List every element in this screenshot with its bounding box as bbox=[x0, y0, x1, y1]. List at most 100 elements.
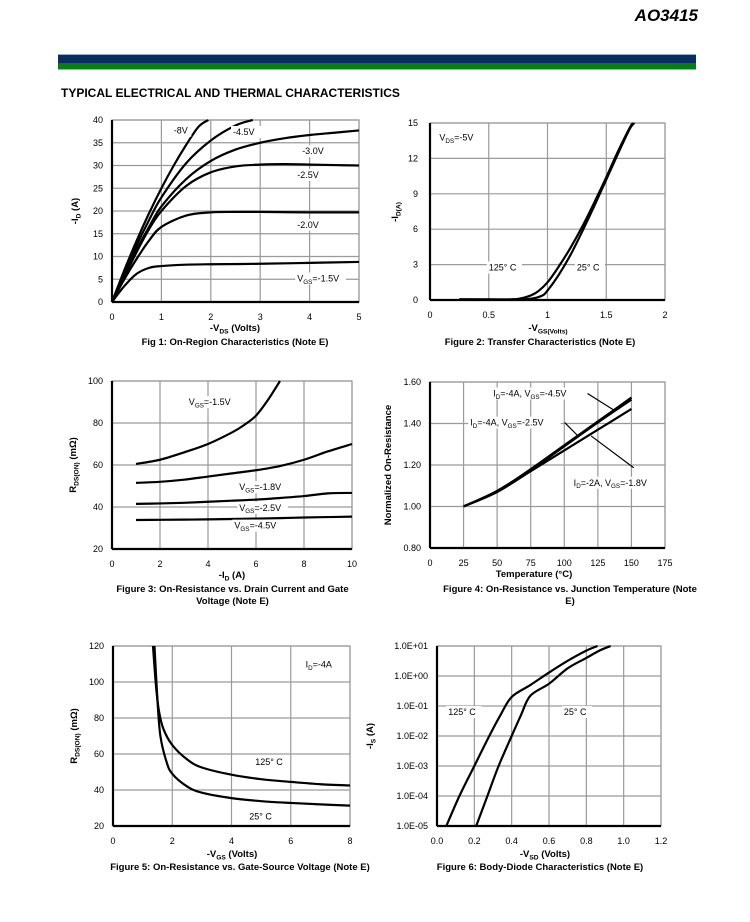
annotation-bg bbox=[295, 168, 326, 181]
x-tick-label: 175 bbox=[657, 558, 672, 568]
x-axis-label: -VSD​ (Volts) bbox=[520, 849, 570, 861]
x-axis-label: Temperature (°C) bbox=[496, 569, 572, 580]
annotation-arrow bbox=[564, 422, 580, 438]
y-tick-label: 0 bbox=[413, 295, 418, 305]
x-tick-label: 1.5 bbox=[600, 310, 613, 320]
series-line-1 bbox=[135, 442, 353, 484]
x-tick-label: 0.4 bbox=[505, 836, 518, 846]
y-tick-label: 1.00 bbox=[403, 502, 421, 512]
y-tick-label: 60 bbox=[94, 749, 104, 759]
annotation-bg bbox=[437, 131, 478, 144]
annotation-label-1: 125° C bbox=[489, 263, 517, 273]
annotation-label-3: VGS​=-4.5V bbox=[234, 521, 276, 533]
y-tick-label: 40 bbox=[93, 115, 103, 125]
y-tick-label: 12 bbox=[408, 153, 418, 163]
y-tick-label: 1.60 bbox=[403, 377, 421, 387]
x-tick-label: 100 bbox=[557, 558, 572, 568]
annotation-label-0: 125° C bbox=[448, 707, 476, 717]
annotation-label-4: -2.0V bbox=[297, 220, 319, 230]
x-tick-label: 4 bbox=[205, 559, 210, 569]
series-line-0 bbox=[112, 119, 209, 303]
annotation-bg bbox=[247, 810, 278, 823]
y-tick-label: 40 bbox=[94, 785, 104, 795]
x-tick-label: 0.0 bbox=[431, 836, 444, 846]
y-tick-label: 10 bbox=[93, 252, 103, 262]
x-tick-label: 0 bbox=[110, 836, 115, 846]
y-axis-label: -ID(A)​ bbox=[390, 202, 402, 222]
y-tick-label: 15 bbox=[93, 229, 103, 239]
x-tick-label: 150 bbox=[624, 558, 639, 568]
x-tick-label: 3 bbox=[258, 312, 263, 322]
y-tick-label: 80 bbox=[93, 418, 103, 428]
x-tick-label: 2 bbox=[662, 310, 667, 320]
x-tick-label: 8 bbox=[347, 836, 352, 846]
caption-fig2: Figure 2: Transfer Characteristics (Note… bbox=[444, 337, 636, 348]
y-tick-label: 100 bbox=[89, 677, 104, 687]
annotation-bg bbox=[186, 396, 238, 409]
series-line-3 bbox=[112, 163, 360, 303]
annotation-bg bbox=[561, 706, 592, 719]
annotation-label-2: ID​=-2A, VGS​=-1.8V bbox=[574, 478, 647, 490]
y-tick-label: 1.0E+00 bbox=[394, 671, 428, 681]
series-line-4 bbox=[112, 210, 360, 303]
annotation-bg bbox=[571, 476, 665, 489]
x-tick-label: 50 bbox=[492, 558, 502, 568]
y-tick-label: 1.0E-01 bbox=[396, 701, 428, 711]
y-tick-label: 40 bbox=[93, 502, 103, 512]
annotation-label-0: VGS​=-1.5V bbox=[189, 397, 231, 409]
section-title: TYPICAL ELECTRICAL AND THERMAL CHARACTER… bbox=[61, 86, 400, 100]
x-tick-label: 125 bbox=[590, 558, 605, 568]
annotation-bg bbox=[237, 501, 288, 514]
x-tick-label: 6 bbox=[253, 559, 258, 569]
y-tick-label: 120 bbox=[89, 641, 104, 651]
x-tick-label: 0.5 bbox=[482, 310, 495, 320]
y-tick-label: 6 bbox=[413, 224, 418, 234]
annotation-bg bbox=[231, 126, 262, 139]
y-tick-label: 1.0E-04 bbox=[396, 791, 428, 801]
series-line-2 bbox=[463, 408, 633, 508]
caption-fig4: Figure 4: On-Resistance vs. Junction Tem… bbox=[443, 584, 697, 607]
series-line-1 bbox=[475, 645, 612, 827]
annotation-bg bbox=[468, 416, 561, 429]
y-axis-label: RDS(ON)​ (mΩ) bbox=[68, 437, 80, 493]
y-tick-label: 1.0E+01 bbox=[394, 641, 428, 651]
series-line-1 bbox=[112, 119, 254, 303]
annotation-arrow bbox=[590, 435, 635, 469]
x-tick-label: 25 bbox=[459, 558, 469, 568]
annotation-label-0: ID​=-4A bbox=[306, 660, 332, 672]
caption-fig5: Figure 5: On-Resistance vs. Gate-Source … bbox=[110, 862, 370, 873]
y-tick-label: 20 bbox=[93, 544, 103, 554]
y-tick-label: 20 bbox=[94, 821, 104, 831]
annotation-bg bbox=[237, 481, 288, 494]
x-tick-label: 1 bbox=[159, 312, 164, 322]
annotation-label-1: 125° C bbox=[255, 757, 283, 767]
annotation-bg bbox=[486, 261, 522, 274]
annotation-label-1: 25° C bbox=[564, 707, 587, 717]
annotation-label-1: -4.5V bbox=[233, 127, 255, 137]
y-tick-label: 25 bbox=[93, 183, 103, 193]
x-axis-label: -VDS​ (Volts) bbox=[210, 323, 260, 335]
y-tick-label: 100 bbox=[88, 376, 103, 386]
x-axis-label: -VGS​ (Volts) bbox=[207, 849, 258, 861]
annotation-label-0: ID​=-4A, VGS​=-4.5V bbox=[493, 389, 566, 401]
annotation-label-2: VGS​=-2.5V bbox=[239, 503, 281, 515]
y-axis-label: Normalized On-Resistance bbox=[383, 405, 394, 525]
annotation-bg bbox=[446, 706, 482, 719]
header-bar-green bbox=[58, 63, 696, 70]
y-tick-label: 5 bbox=[98, 274, 103, 284]
y-tick-label: 20 bbox=[93, 206, 103, 216]
x-tick-label: 5 bbox=[356, 312, 361, 322]
x-tick-label: 0.6 bbox=[543, 836, 556, 846]
annotation-label-5: VGS​=-1.5V bbox=[297, 274, 339, 286]
x-tick-label: 0 bbox=[427, 558, 432, 568]
series-line-0 bbox=[445, 645, 598, 827]
annotation-bg bbox=[300, 145, 331, 158]
x-tick-label: 1.0 bbox=[617, 836, 630, 846]
series-line-1 bbox=[153, 645, 351, 807]
x-tick-label: 4 bbox=[307, 312, 312, 322]
y-tick-label: 0.80 bbox=[403, 543, 421, 553]
